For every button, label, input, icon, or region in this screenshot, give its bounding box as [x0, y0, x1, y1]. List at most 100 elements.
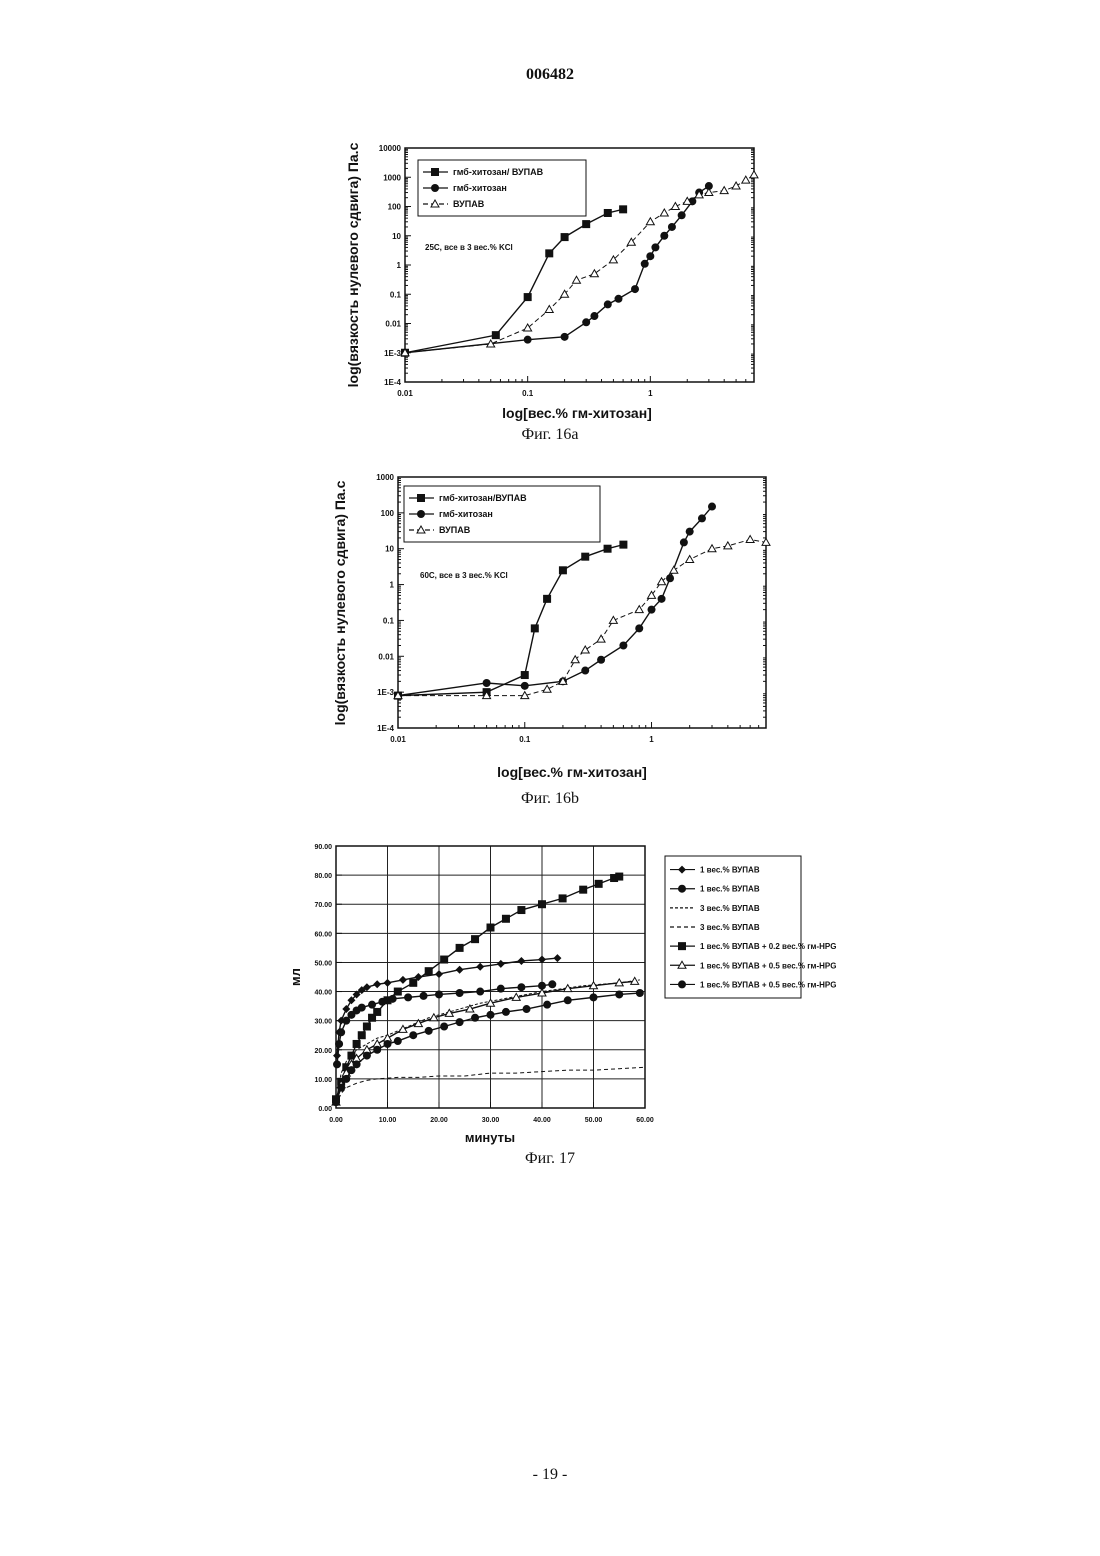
data-point — [660, 232, 668, 240]
y-tick-label: 1E-3 — [377, 688, 394, 697]
data-point — [332, 1098, 340, 1106]
x-tick-label: 0.01 — [397, 389, 413, 398]
data-point — [517, 957, 525, 965]
legend-label: ВУПАВ — [453, 199, 485, 209]
y-tick-label: 40.00 — [314, 990, 332, 997]
legend-marker — [678, 942, 686, 950]
data-point — [671, 203, 679, 210]
legend-label: ВУПАВ — [439, 525, 471, 535]
data-point — [561, 233, 569, 241]
data-point — [670, 566, 678, 573]
data-point — [492, 331, 500, 339]
data-point — [337, 1028, 345, 1036]
y-tick-label: 1E-4 — [377, 724, 394, 733]
data-point — [368, 1001, 376, 1009]
data-point — [680, 538, 688, 546]
legend-marker — [678, 885, 686, 893]
data-point — [561, 333, 569, 341]
data-point — [559, 894, 567, 902]
data-point — [582, 220, 590, 228]
x-axis-label: log[вес.% гм-хитозан] — [497, 764, 647, 780]
legend-marker — [431, 184, 439, 192]
legend-marker — [678, 980, 686, 988]
data-point — [631, 285, 639, 293]
data-point — [595, 880, 603, 888]
data-point — [487, 924, 495, 932]
data-point — [483, 679, 491, 687]
data-point — [521, 682, 529, 690]
data-point — [384, 996, 392, 1004]
y-tick-label: 1000 — [376, 473, 394, 482]
caption-fig16a: Фиг. 16a — [0, 426, 1100, 444]
data-point — [363, 1022, 371, 1030]
x-tick-label: 20.00 — [430, 1117, 448, 1124]
data-point — [660, 209, 668, 216]
data-point — [420, 992, 428, 1000]
data-point — [597, 656, 605, 664]
data-point — [394, 988, 402, 996]
legend-label: гмб-хитозан — [439, 509, 493, 519]
data-point — [619, 205, 627, 213]
x-tick-label: 40.00 — [533, 1117, 551, 1124]
data-point — [517, 983, 525, 991]
data-point — [604, 300, 612, 308]
data-point — [651, 243, 659, 251]
data-point — [615, 873, 623, 881]
data-point — [604, 545, 612, 553]
x-axis-label: минуты — [465, 1130, 515, 1145]
data-point — [590, 312, 598, 320]
caption-fig16b: Фиг. 16b — [0, 790, 1100, 808]
data-point — [604, 209, 612, 217]
data-point — [440, 1022, 448, 1030]
data-point — [435, 970, 443, 978]
data-point — [720, 187, 728, 194]
legend-label: 1 вес.% ВУПАВ — [700, 866, 760, 875]
data-point — [456, 944, 464, 952]
data-point — [487, 1011, 495, 1019]
data-point — [579, 886, 587, 894]
data-point — [581, 667, 589, 675]
data-point — [476, 988, 484, 996]
x-tick-label: 30.00 — [482, 1117, 500, 1124]
y-tick-label: 20.00 — [314, 1048, 332, 1055]
data-point — [373, 1046, 381, 1054]
data-point — [708, 545, 716, 552]
data-point — [545, 249, 553, 257]
data-point — [353, 1040, 361, 1048]
data-point — [648, 606, 656, 614]
data-point — [523, 1005, 531, 1013]
y-tick-label: 0.01 — [385, 320, 401, 329]
data-point — [456, 989, 464, 997]
data-point — [548, 980, 556, 988]
y-tick-label: 50.00 — [314, 960, 332, 967]
data-point — [559, 566, 567, 574]
legend-label: 1 вес.% ВУПАВ + 0.5 вес.% гм-HPG — [700, 980, 836, 989]
data-point — [497, 960, 505, 968]
data-point — [502, 915, 510, 923]
data-point — [619, 541, 627, 549]
data-point — [435, 990, 443, 998]
data-point — [678, 211, 686, 219]
y-axis-label: мл — [288, 968, 303, 986]
data-point — [425, 967, 433, 975]
y-tick-label: 80.00 — [314, 873, 332, 880]
data-point — [502, 1008, 510, 1016]
data-point — [456, 966, 464, 974]
data-point — [373, 980, 381, 988]
data-point — [581, 553, 589, 561]
data-point — [668, 223, 676, 231]
data-point — [553, 954, 561, 962]
data-point — [746, 536, 754, 543]
data-point — [705, 189, 713, 196]
data-point — [517, 906, 525, 914]
data-point — [342, 1075, 350, 1083]
data-point — [335, 1040, 343, 1048]
data-point — [543, 685, 551, 692]
data-point — [545, 306, 553, 313]
data-point — [590, 993, 598, 1001]
legend-marker — [417, 494, 425, 502]
data-point — [440, 956, 448, 964]
y-tick-label: 90.00 — [314, 844, 332, 851]
legend-label: 1 вес.% ВУПАВ + 0.2 вес.% гм-HPG — [700, 942, 836, 951]
